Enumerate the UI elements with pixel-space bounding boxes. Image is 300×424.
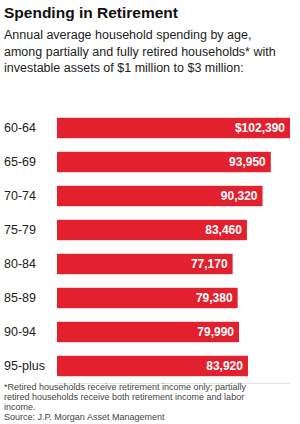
bar (57, 152, 271, 172)
bars (57, 118, 290, 376)
tick: 90-94 (4, 325, 36, 339)
text-line: among partially and fully retired househ… (4, 45, 276, 59)
tick: 95-plus (4, 359, 45, 373)
bar (57, 186, 263, 206)
data-label: 79,380 (196, 291, 233, 305)
tick: 60-64 (4, 121, 36, 135)
text-line: income. (4, 402, 36, 412)
data-label: 90,320 (221, 189, 258, 203)
tick: 70-74 (4, 189, 36, 203)
data-label: 83,460 (205, 223, 242, 237)
tick-label: 95-plus (4, 359, 45, 373)
tick-label: 70-74 (4, 189, 36, 203)
data-label: $102,390 (235, 121, 285, 135)
chart: Spending in Retirement Annual average hou… (0, 0, 300, 424)
y-axis: 60-64 65-69 70-74 75-79 80-84 85-89 90-94 95-pl… (4, 121, 45, 373)
bar (57, 254, 233, 274)
text-line: investable assets of $1 million to $3 mi… (4, 61, 244, 75)
text-line: *Retired households receive retirement i… (4, 382, 247, 392)
source: Source: J.P. Morgan Asset Management (4, 412, 165, 422)
footnote: *Retired households receive retirement i… (4, 382, 247, 412)
tick: 75-79 (4, 223, 36, 237)
data-labels: $102,390 93,950 90,320 83,460 77,170 79,380 79… (191, 121, 285, 373)
data-label: 93,950 (229, 155, 266, 169)
title: Spending in Retirement (4, 4, 178, 21)
tick-label: 60-64 (4, 121, 36, 135)
tick-label: 85-89 (4, 291, 36, 305)
tick-label: 90-94 (4, 325, 36, 339)
data-label: 83,920 (206, 359, 243, 373)
bar (57, 322, 239, 342)
subtitle: Annual average household spending by age… (4, 28, 276, 75)
text-line: Annual average household spending by age… (4, 28, 251, 42)
bar (57, 118, 290, 138)
bar (57, 288, 238, 308)
bar (57, 220, 247, 240)
tick: 80-84 (4, 257, 36, 271)
data-label: 79,990 (197, 325, 234, 339)
tick-label: 80-84 (4, 257, 36, 271)
tick: 65-69 (4, 155, 36, 169)
tick: 85-89 (4, 291, 36, 305)
tick-label: 65-69 (4, 155, 36, 169)
text-line: retired households receive both retireme… (4, 392, 244, 402)
data-label: 77,170 (191, 257, 228, 271)
bar (57, 356, 248, 376)
tick-label: 75-79 (4, 223, 36, 237)
